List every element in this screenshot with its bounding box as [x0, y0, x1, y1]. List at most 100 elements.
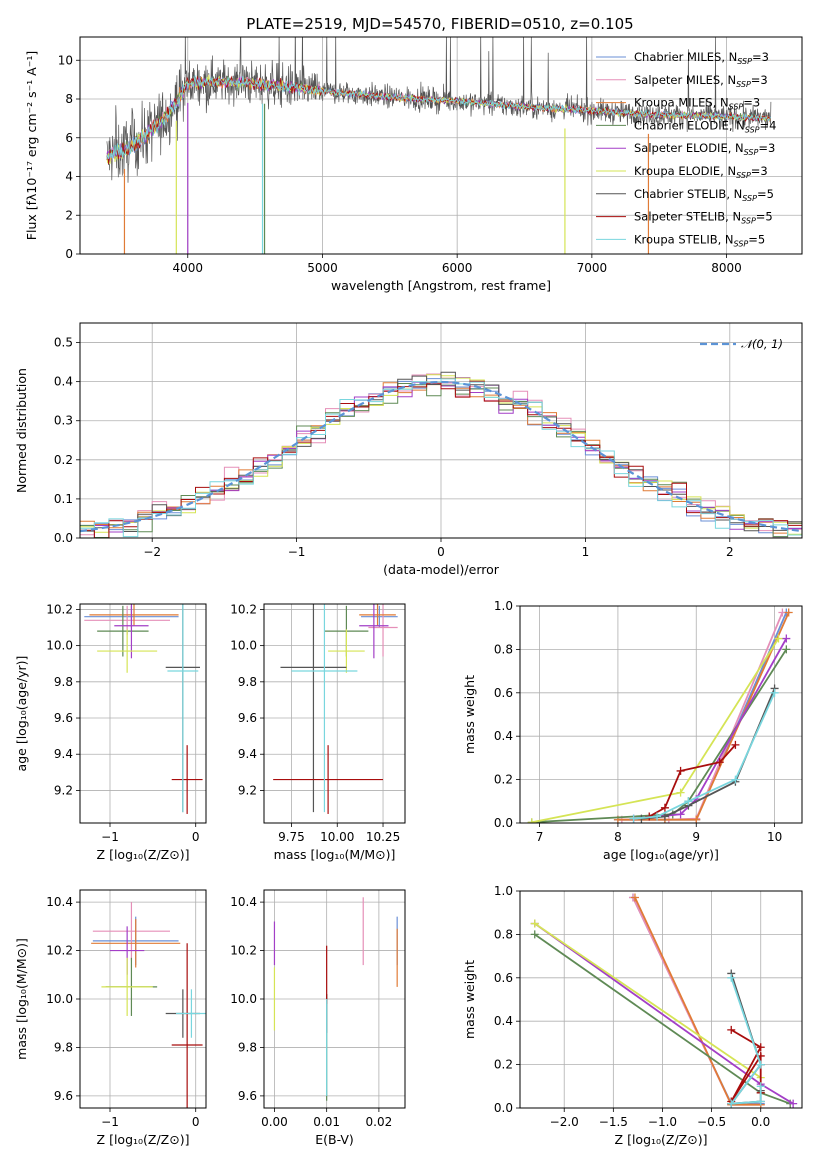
legend-entry: Kroupa ELODIE, NSSP=3: [634, 164, 768, 180]
x-tick-label: −0.5: [697, 1115, 726, 1129]
x-tick-label: −1.5: [599, 1115, 628, 1129]
weight-line: [729, 977, 762, 1105]
weight-marker: [530, 930, 539, 939]
x-axis-label: E(B-V): [315, 1132, 354, 1147]
x-axis-label: (data-model)/error: [383, 562, 500, 577]
weight-marker: [653, 812, 662, 821]
weight-marker: [731, 740, 740, 749]
y-axis-label: mass weight: [462, 960, 477, 1039]
legend-entry-subscript: SSP: [736, 80, 751, 89]
x-tick-label: 6000: [442, 261, 473, 275]
weight-marker: [692, 815, 701, 823]
legend-entry-name: Salpeter MILES, N: [634, 73, 736, 87]
legend-entry-subscript: SSP: [742, 194, 757, 203]
x-tick-label: 10.00: [320, 830, 354, 844]
legend-entry: Salpeter ELODIE, NSSP=3: [634, 141, 775, 157]
axes-frame: [519, 605, 803, 824]
spectrum-Kroupa STELIB, N_SSP=5: [106, 75, 771, 160]
y-tick-label: 9.4: [54, 747, 73, 761]
weight-marker: [727, 1099, 736, 1108]
gaussian-curve: [80, 380, 802, 533]
panel-mass-weight-vs-age: 7 8 9 10 0.0 0.2 0.4 0.6 0.8 1.0 age [log₁₀(age/yr…: [462, 599, 803, 862]
weight-marker: [684, 797, 693, 806]
legend-entry-subscript: SSP: [737, 57, 752, 66]
x-tick-label: 2: [726, 545, 734, 559]
y-tick-label: 10.2: [46, 602, 73, 616]
y-tick-label: 10.2: [230, 944, 257, 958]
weight-line: [531, 638, 780, 823]
legend-entry-value: =5: [757, 187, 774, 201]
x-axis-label: Z [log₁₀(Z/Z⊙)]: [615, 1132, 708, 1147]
weight-marker: [756, 1060, 765, 1069]
y-tick-label: 0.8: [494, 927, 513, 941]
histogram-series: [80, 378, 802, 538]
legend-entry: Kroupa STELIB, NSSP=5: [634, 232, 765, 248]
legend-entry: Chabrier STELIB, NSSP=5: [634, 187, 774, 203]
y-axis-label: mass [log₁₀(M/M⊙)]: [14, 938, 29, 1060]
y-tick-label: 0.1: [54, 492, 73, 506]
y-tick-label: 10.0: [230, 639, 257, 653]
y-tick-label: 0.6: [494, 971, 513, 985]
y-tick-label: 10.4: [46, 895, 73, 909]
plot-area: [273, 604, 398, 814]
x-tick-label: 4000: [172, 261, 203, 275]
legend-entry-subscript: SSP: [744, 148, 759, 157]
x-axis-label: mass [log₁₀(M/M⊙)]: [274, 847, 396, 862]
weight-line: [634, 897, 761, 1106]
panel-residuals: −2 −1 0 1 2 0.0 0.1 0.2 0.3 0.4 0.5 (data-model)/er…: [14, 322, 803, 577]
plot-area: [80, 371, 802, 538]
weight-marker: [527, 818, 536, 823]
legend-entry-subscript: SSP: [736, 171, 751, 180]
y-tick-label: 0.0: [494, 1101, 513, 1115]
y-tick-label: 0.8: [494, 642, 513, 656]
y-tick-label: 4: [65, 170, 73, 184]
legend-entry-name: Chabrier STELIB, N: [634, 187, 742, 201]
y-tick-label: 10: [58, 53, 73, 67]
y-tick-label: 1.0: [494, 884, 513, 898]
weight-marker: [530, 919, 539, 928]
x-tick-label: 9: [692, 830, 700, 844]
y-tick-label: 10.0: [230, 992, 257, 1006]
plot-area: [527, 608, 793, 823]
y-tick-label: 9.6: [238, 1089, 257, 1103]
y-tick-label: 9.2: [238, 783, 257, 797]
weight-marker: [770, 688, 779, 697]
y-tick-label: 9.8: [54, 1040, 73, 1054]
panel-spectrum: 4000 5000 6000 7000 8000 0 2 4 6 8 10 wavelength [A…: [24, 36, 803, 293]
legend-entry: Kroupa MILES, NSSP=3: [634, 96, 760, 112]
weight-marker: [731, 775, 740, 784]
legend-entry-value: =5: [748, 232, 765, 246]
weight-line: [632, 897, 761, 1106]
x-tick-label: 0.0: [751, 1115, 770, 1129]
legend-entry-name: Kroupa MILES, N: [634, 96, 729, 110]
axes-frame: [263, 603, 406, 824]
weight-marker: [774, 634, 783, 643]
y-tick-label: 10.0: [46, 639, 73, 653]
legend-entry-name: Salpeter STELIB, N: [634, 210, 741, 224]
legend-entry-subscript: SSP: [745, 125, 760, 134]
legend-entry-value: =3: [743, 96, 760, 110]
y-tick-label: 0.6: [494, 686, 513, 700]
y-tick-label: 0.4: [494, 729, 513, 743]
weight-line: [534, 922, 762, 1079]
legend-entry-value: =3: [751, 73, 768, 87]
y-tick-label: 0.0: [54, 531, 73, 545]
y-tick-label: 10.4: [230, 895, 257, 909]
weight-line: [632, 897, 761, 1105]
figure-title: PLATE=2519, MJD=54570, FIBERID=0510, z=0…: [246, 15, 633, 33]
y-tick-label: 9.8: [238, 675, 257, 689]
legend-entry: 𝒩(0, 1): [741, 337, 783, 351]
x-tick-label: −2.0: [550, 1115, 579, 1129]
weight-marker: [629, 814, 638, 823]
y-tick-label: 9.6: [54, 711, 73, 725]
x-tick-label: 10: [767, 830, 782, 844]
y-tick-label: 10.0: [46, 992, 73, 1006]
panel-mass-weight-vs-Z: −2.0 −1.5 −1.0 −0.5 0.0 0.0 0.2 0.4 0.6 0.8 1.0 Z […: [462, 884, 803, 1147]
plot-area: [530, 893, 798, 1108]
x-tick-label: 0: [192, 830, 200, 844]
y-axis-label: Normed distribution: [14, 368, 29, 493]
x-axis-label: age [log₁₀(age/yr)]: [603, 847, 719, 862]
